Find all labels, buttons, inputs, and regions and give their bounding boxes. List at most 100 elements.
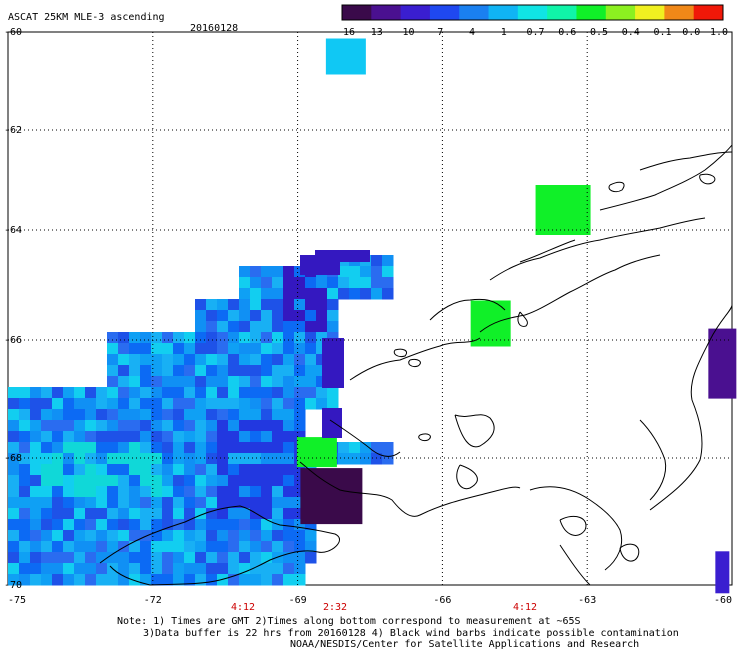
wind-cell [195, 497, 207, 509]
wind-cell [8, 497, 20, 509]
wind-cell [294, 475, 306, 487]
wind-cell [217, 552, 229, 564]
wind-cell [19, 387, 31, 399]
wind-cell [41, 442, 53, 454]
wind-cell [239, 563, 251, 575]
wind-cell [206, 310, 218, 322]
wind-cell [52, 420, 64, 432]
wind-cell [19, 508, 31, 520]
wind-cell [272, 299, 284, 311]
wind-cell [184, 541, 196, 553]
wind-cell [41, 464, 53, 476]
wind-cell [8, 530, 20, 542]
wind-cell [8, 420, 20, 432]
wind-cell [250, 321, 262, 333]
wind-cell [294, 497, 306, 509]
wind-cell [239, 321, 251, 333]
latitude-labels: -60 -62 -64 -66 -68 -70 [4, 27, 22, 591]
wind-cell [184, 519, 196, 531]
wind-cell [283, 288, 295, 300]
lat-lon-grid [8, 32, 732, 585]
wind-cell [129, 563, 141, 575]
longitude-label: -75 [8, 595, 26, 606]
latitude-label: -64 [4, 225, 22, 236]
wind-cell [283, 266, 295, 278]
wind-cell [250, 354, 262, 366]
wind-cell [129, 464, 141, 476]
wind-cell [316, 354, 328, 366]
wind-cell [19, 453, 31, 465]
wind-cell [173, 530, 185, 542]
wind-cell [228, 541, 240, 553]
latitude-label: -68 [4, 453, 22, 464]
colorbar-swatch [605, 5, 636, 20]
wind-cell [107, 453, 119, 465]
wind-cell [118, 343, 130, 355]
wind-cell [239, 387, 251, 399]
wind-cell [294, 277, 306, 289]
wind-cell [140, 420, 152, 432]
wind-cell [74, 475, 86, 487]
wind-cell [261, 299, 273, 311]
wind-cell [195, 442, 207, 454]
wind-data-patch [322, 408, 342, 438]
wind-cell [294, 310, 306, 322]
wind-cell [184, 387, 196, 399]
wind-cell [162, 519, 174, 531]
longitude-label: -69 [289, 595, 307, 606]
wind-cell [206, 365, 218, 377]
wind-cell [19, 409, 31, 421]
wind-cell [272, 453, 284, 465]
wind-cell [360, 288, 372, 300]
wind-cell [140, 387, 152, 399]
wind-cell [184, 376, 196, 388]
wind-cell [206, 420, 218, 432]
wind-cell [74, 530, 86, 542]
wind-cell [8, 563, 20, 575]
wind-cell [195, 574, 207, 586]
wind-cell [129, 332, 141, 344]
wind-cell [184, 497, 196, 509]
wind-cell [239, 299, 251, 311]
wind-cell [140, 442, 152, 454]
wind-cell [41, 508, 53, 520]
wind-cell [371, 277, 383, 289]
wind-cell [8, 552, 20, 564]
wind-cell [272, 431, 284, 443]
wind-cell [129, 541, 141, 553]
wind-cell [250, 442, 262, 454]
longitude-label: -66 [433, 595, 451, 606]
wind-cell [250, 299, 262, 311]
wind-cell [52, 431, 64, 443]
wind-cell [173, 508, 185, 520]
wind-cell [184, 354, 196, 366]
wind-cell [118, 552, 130, 564]
wind-cell [195, 409, 207, 421]
wind-cell [250, 420, 262, 432]
wind-cell [162, 365, 174, 377]
wind-cell [41, 387, 53, 399]
note-line-1: Note: 1) Times are GMT 2)Times along bot… [117, 616, 581, 627]
wind-cell [195, 365, 207, 377]
wind-cell [228, 497, 240, 509]
wind-cell [162, 453, 174, 465]
wind-cell [349, 266, 361, 278]
wind-cell [118, 332, 130, 344]
wind-cell [239, 310, 251, 322]
wind-cell [305, 376, 317, 388]
wind-cell [206, 552, 218, 564]
wind-cell [140, 563, 152, 575]
wind-cell [294, 541, 306, 553]
wind-cell [250, 387, 262, 399]
wind-cell [151, 365, 163, 377]
wind-cell [96, 464, 108, 476]
wind-cell [118, 519, 130, 531]
wind-cell [74, 552, 86, 564]
wind-cell [118, 398, 130, 410]
wind-cell [261, 321, 273, 333]
wind-cell [30, 486, 42, 498]
wind-cell [283, 431, 295, 443]
wind-cell [316, 376, 328, 388]
wind-cell [371, 288, 383, 300]
wind-cell [382, 255, 394, 267]
